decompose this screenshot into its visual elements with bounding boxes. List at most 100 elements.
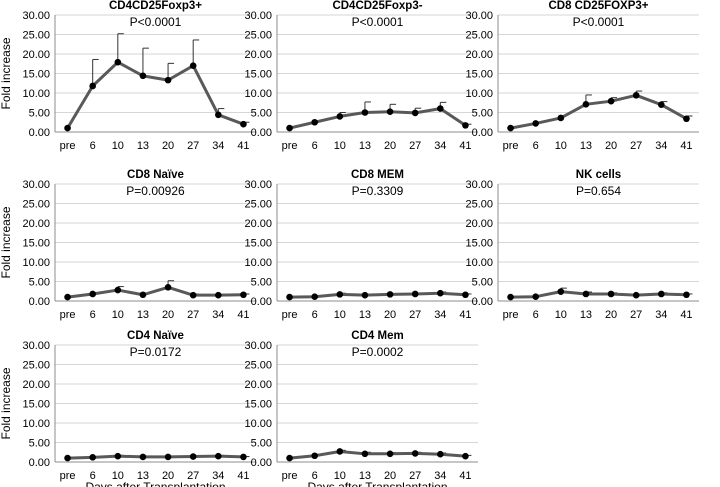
y-tick-label: 10.00 bbox=[244, 88, 272, 100]
x-tick-label: 27 bbox=[630, 309, 642, 321]
chart-title: CD8 Naïve bbox=[127, 169, 184, 181]
data-point bbox=[507, 293, 514, 301]
p-value-label: P<0.0001 bbox=[130, 15, 182, 29]
y-tick-label: 0.00 bbox=[29, 457, 50, 469]
y-tick-label: 15.00 bbox=[22, 399, 50, 411]
x-tick-label: 41 bbox=[237, 470, 249, 482]
data-point bbox=[582, 101, 590, 108]
x-tick-label: 41 bbox=[680, 309, 692, 321]
data-point bbox=[164, 453, 172, 461]
x-tick-label: 27 bbox=[409, 140, 421, 152]
x-tick-label: 6 bbox=[90, 309, 96, 321]
y-tick-label: 10.00 bbox=[22, 418, 50, 430]
y-tick-label: 15.00 bbox=[244, 238, 272, 250]
data-point bbox=[189, 453, 197, 460]
panel-3: 0.00 5.00 10.00 15.00 20.00 25.00 30.00 pre 6 10 1… bbox=[465, 0, 699, 152]
data-point bbox=[507, 124, 514, 132]
x-tick-label: 20 bbox=[605, 140, 617, 152]
x-tick-label: 34 bbox=[434, 470, 446, 482]
y-tick-label: 25.00 bbox=[244, 30, 272, 42]
x-tick-label: 41 bbox=[237, 309, 249, 321]
panel-6: 0.00 5.00 10.00 15.00 20.00 25.00 30.00 pre 6 10 1… bbox=[465, 169, 699, 321]
data-point bbox=[240, 291, 247, 299]
y-tick-label: 25.00 bbox=[244, 199, 272, 211]
data-point bbox=[632, 291, 640, 299]
y-tick-label: 0.00 bbox=[472, 127, 493, 139]
data-point bbox=[139, 291, 147, 299]
series-line bbox=[289, 107, 467, 130]
x-tick-label: 27 bbox=[187, 140, 199, 152]
y-tick-label: 10.00 bbox=[465, 88, 493, 100]
data-point bbox=[411, 290, 419, 298]
y-tick-label: 5.00 bbox=[251, 438, 272, 450]
x-tick-label: 34 bbox=[212, 309, 224, 321]
y-tick-label: 15.00 bbox=[244, 69, 272, 81]
y-tick-label: 15.00 bbox=[465, 69, 493, 81]
panel-7: 0.00 5.00 10.00 15.00 20.00 25.00 30.00 pre 6 10 1… bbox=[0, 330, 256, 487]
y-axis-label: Fold increase bbox=[0, 37, 13, 109]
chart-title: CD4 Mem bbox=[351, 330, 403, 342]
y-tick-label: 30.00 bbox=[22, 179, 50, 191]
x-tick-label: 20 bbox=[384, 140, 396, 152]
p-value-label: P=0.00926 bbox=[126, 184, 185, 198]
y-tick-label: 20.00 bbox=[465, 218, 493, 230]
data-point bbox=[240, 120, 247, 128]
data-point bbox=[361, 450, 369, 458]
series-line bbox=[66, 60, 244, 129]
x-tick-label: 10 bbox=[334, 470, 346, 482]
data-point bbox=[89, 290, 96, 298]
data-point bbox=[582, 290, 590, 298]
data-point bbox=[557, 288, 565, 295]
y-tick-label: 20.00 bbox=[244, 218, 272, 230]
data-point bbox=[89, 454, 96, 461]
x-tick-label: 13 bbox=[359, 140, 371, 152]
data-point bbox=[437, 105, 444, 112]
x-tick-label: 10 bbox=[112, 140, 124, 152]
data-point bbox=[683, 115, 690, 123]
y-tick-label: 5.00 bbox=[472, 108, 493, 120]
x-tick-label: 41 bbox=[237, 140, 249, 152]
data-point bbox=[361, 291, 369, 299]
x-tick-label: 10 bbox=[334, 140, 346, 152]
x-tick-label: 34 bbox=[212, 470, 224, 482]
data-point bbox=[286, 454, 293, 462]
series-line bbox=[289, 291, 466, 299]
chart-title: CD4CD25Foxp3+ bbox=[109, 0, 202, 12]
x-tick-label: 27 bbox=[409, 470, 421, 482]
data-point bbox=[114, 286, 122, 294]
x-axis-label: Days after Transplantation bbox=[307, 480, 447, 487]
y-tick-label: 5.00 bbox=[472, 277, 493, 289]
x-tick-label: pre bbox=[60, 309, 76, 321]
x-tick-label: 34 bbox=[434, 140, 446, 152]
data-point bbox=[64, 124, 71, 132]
y-tick-label: 25.00 bbox=[465, 199, 493, 211]
y-tick-label: 15.00 bbox=[465, 238, 493, 250]
y-tick-label: 10.00 bbox=[22, 88, 50, 100]
y-tick-label: 25.00 bbox=[244, 360, 272, 372]
y-tick-label: 20.00 bbox=[22, 379, 50, 391]
y-tick-label: 15.00 bbox=[22, 69, 50, 81]
data-point bbox=[411, 450, 419, 457]
data-point bbox=[532, 293, 539, 301]
chart-title: CD8 CD25FOXP3+ bbox=[548, 0, 648, 12]
x-tick-label: 27 bbox=[187, 309, 199, 321]
x-tick-label: 34 bbox=[212, 140, 224, 152]
chart-title: CD8 MEM bbox=[351, 169, 404, 181]
data-point bbox=[607, 97, 615, 105]
y-tick-label: 30.00 bbox=[22, 340, 50, 352]
x-tick-label: 6 bbox=[90, 140, 96, 152]
panel-4: 0.00 5.00 10.00 15.00 20.00 25.00 30.00 pre 6 10 1… bbox=[0, 169, 256, 321]
data-point bbox=[462, 452, 469, 460]
y-tick-label: 10.00 bbox=[244, 257, 272, 269]
x-tick-label: pre bbox=[282, 470, 298, 482]
data-point bbox=[189, 62, 197, 69]
x-tick-label: 10 bbox=[555, 309, 567, 321]
data-point bbox=[437, 289, 444, 297]
y-tick-label: 5.00 bbox=[29, 108, 50, 120]
y-tick-label: 30.00 bbox=[465, 179, 493, 191]
y-tick-label: 20.00 bbox=[22, 218, 50, 230]
series-line bbox=[289, 449, 466, 460]
x-tick-label: 10 bbox=[112, 309, 124, 321]
x-tick-label: 27 bbox=[630, 140, 642, 152]
